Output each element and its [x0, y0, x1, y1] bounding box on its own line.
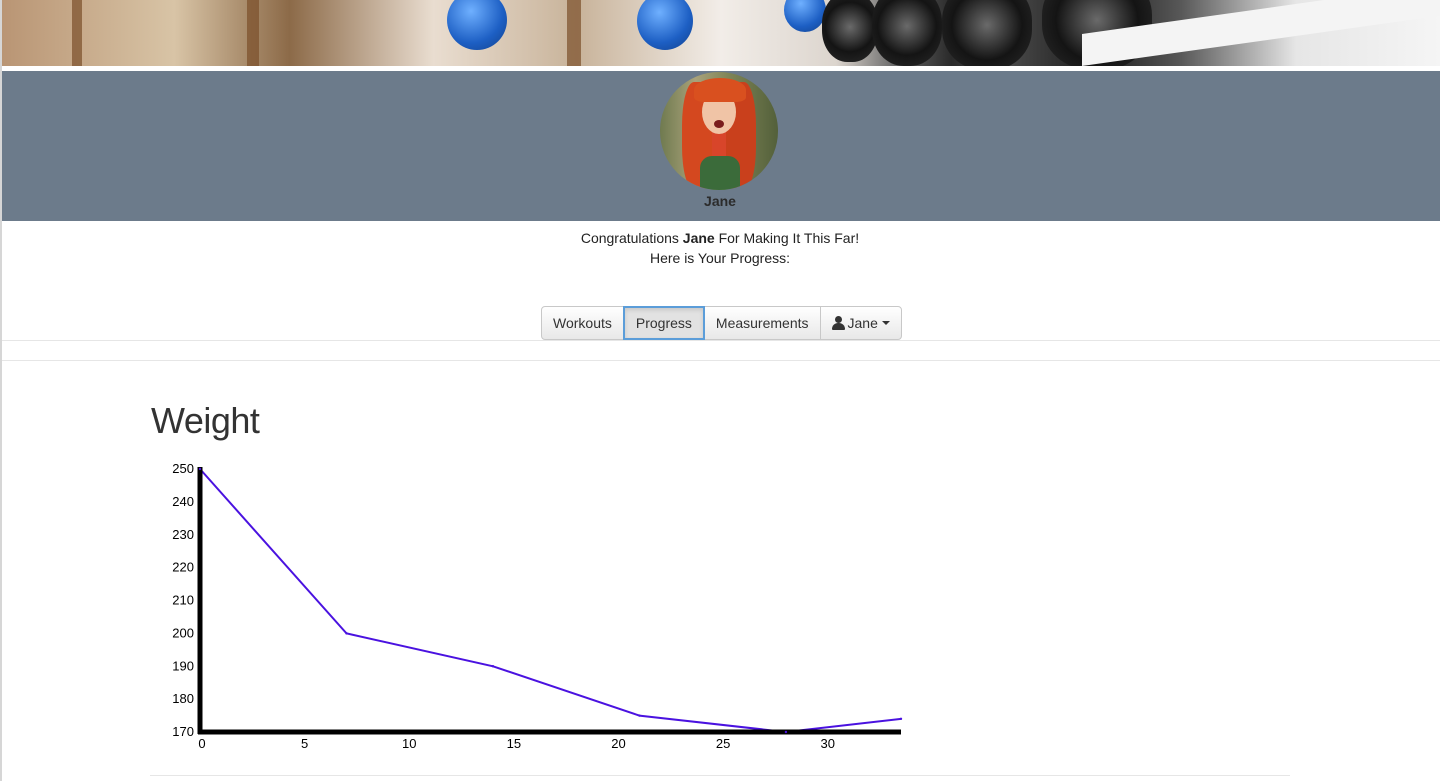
user-menu-button[interactable]: Jane [819, 306, 902, 340]
y-tick-label: 250 [172, 461, 194, 476]
data-point [638, 714, 641, 717]
congrats-suffix: For Making It This Far! [718, 230, 860, 246]
data-point [784, 730, 788, 734]
divider [2, 360, 1440, 361]
data-point [198, 467, 202, 471]
y-tick-label: 170 [172, 724, 194, 739]
y-tick-label: 210 [172, 593, 194, 608]
profile-name: Jane [704, 193, 736, 209]
y-tick-label: 240 [172, 494, 194, 509]
hero-banner [2, 0, 1440, 66]
weight-chart: 170 180 190 200 210 220 230 240 250 0 5 10 15 20 25 30 [172, 461, 903, 751]
chart-title: Weight [151, 400, 260, 441]
caret-down-icon [881, 321, 890, 325]
y-tick-label: 230 [172, 527, 194, 542]
main-nav: Workouts Progress Measurements Jane [541, 306, 902, 340]
data-point [345, 632, 348, 635]
footer-divider [150, 775, 1290, 776]
window-edge [0, 0, 2, 781]
divider [2, 340, 1440, 341]
x-tick-label: 30 [821, 736, 835, 751]
x-tick-label: 20 [611, 736, 625, 751]
user-menu-label: Jane [847, 315, 878, 331]
congrats-message: Congratulations Jane For Making It This … [420, 228, 1020, 268]
progress-button[interactable]: Progress [622, 306, 705, 340]
x-tick-label: 0 [198, 736, 205, 751]
x-tick-label: 25 [716, 736, 730, 751]
avatar [660, 72, 778, 190]
workouts-button[interactable]: Workouts [541, 306, 624, 340]
x-tick-label: 15 [507, 736, 521, 751]
congrats-name: Jane [682, 230, 715, 246]
progress-intro: Here is Your Progress: [649, 250, 791, 266]
y-tick-label: 200 [172, 625, 194, 640]
y-tick-label: 190 [172, 658, 194, 673]
measurements-button[interactable]: Measurements [703, 306, 821, 340]
series-line [199, 468, 902, 734]
x-tick-label: 10 [402, 736, 416, 751]
user-icon [831, 316, 845, 330]
data-point [491, 665, 495, 668]
congrats-prefix: Congratulations [580, 230, 679, 246]
x-tick-label: 5 [301, 736, 308, 751]
y-tick-label: 220 [172, 560, 194, 575]
y-tick-label: 180 [172, 691, 194, 706]
data-point [899, 717, 903, 721]
